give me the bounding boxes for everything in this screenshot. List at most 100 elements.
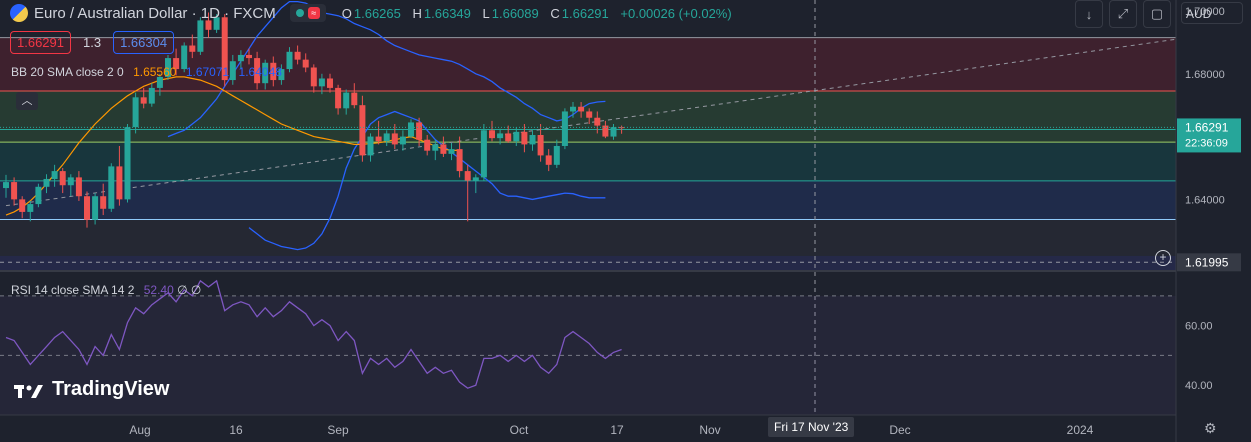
time-tick-label: 17 — [610, 423, 624, 437]
candle-body — [3, 182, 9, 189]
candle-body — [278, 69, 285, 81]
chart-header: Euro / Australian Dollar · 1D · FXCM ≈ O… — [10, 2, 740, 24]
candle-body — [391, 133, 398, 145]
gear-icon[interactable]: ⚙ — [1204, 420, 1217, 436]
time-tick-label: Nov — [699, 423, 720, 437]
candle-body — [383, 133, 390, 142]
candle-body — [399, 136, 406, 145]
current-price-label: 1.66291 — [1185, 120, 1229, 134]
candle-body — [416, 122, 423, 140]
candle-body — [440, 144, 447, 154]
candle-body — [570, 106, 576, 112]
trendline — [5, 38, 1177, 207]
candle-body — [529, 135, 536, 145]
candle-body — [262, 62, 269, 84]
candle-body — [505, 133, 512, 142]
screenshot-icon[interactable]: ▢ — [1143, 0, 1171, 28]
candle-body — [197, 20, 204, 52]
bb-lower-value: 1.64048 — [238, 65, 282, 79]
rsi-value: 52.40 — [143, 283, 174, 297]
rsi-tick-label: 40.00 — [1185, 380, 1213, 392]
candle-body — [594, 117, 601, 126]
candle-body — [561, 111, 568, 146]
candle-body — [408, 122, 414, 137]
bb-upper-value: 1.67071 — [185, 65, 230, 79]
candle-body — [294, 51, 301, 60]
main-pane — [0, 0, 1176, 415]
market-status-pill[interactable]: ≈ — [289, 4, 326, 22]
top-toolbar: ↓ ⤢ ▢ — [1075, 0, 1171, 28]
candle-body — [602, 125, 609, 137]
candle-body — [367, 136, 374, 156]
candle-body — [351, 92, 358, 106]
plus-circle-icon[interactable]: + — [1155, 250, 1171, 266]
candle-body — [189, 45, 196, 52]
tradingview-logo-icon — [14, 382, 46, 398]
candle-body — [124, 127, 131, 200]
currency-selector[interactable]: AUD — [1181, 2, 1243, 24]
candle-body — [537, 135, 544, 156]
bb-lower-line — [248, 110, 606, 251]
candle-body — [148, 87, 155, 104]
price-tick-label: 1.68000 — [1185, 69, 1225, 81]
ohlc-values: O 1.66265 H 1.66349 L 1.66089 C 1.66291 +0.0… — [341, 5, 732, 21]
sell-button[interactable]: 1.66291 — [10, 31, 71, 54]
candle-body — [205, 20, 212, 30]
candle-body — [610, 127, 617, 137]
rsi-line — [5, 279, 622, 389]
level-zone — [0, 219, 1176, 256]
candle-body — [67, 177, 74, 186]
bottom-band — [0, 255, 1176, 270]
candle-body — [173, 58, 180, 70]
candle-body — [448, 149, 455, 154]
rsi-label: RSI 14 close SMA 14 2 — [11, 283, 135, 297]
candle-body — [108, 166, 115, 209]
crosshair-date-label: Fri 17 Nov '23 — [768, 417, 855, 437]
symbol-title[interactable]: Euro / Australian Dollar · 1D · FXCM — [34, 4, 276, 22]
candle-body — [327, 78, 333, 88]
candle-body — [302, 59, 309, 68]
fullscreen-icon[interactable]: ⤢ — [1109, 0, 1137, 28]
time-tick-label: Dec — [889, 423, 910, 437]
candle-body — [35, 186, 42, 205]
spread-value: 1.3 — [83, 35, 102, 50]
arrow-down-icon[interactable]: ↓ — [1075, 0, 1103, 28]
market-open-dot-icon — [295, 9, 304, 17]
candle-body — [221, 17, 228, 81]
candle-body — [553, 145, 560, 165]
bb-basis-line — [5, 76, 460, 216]
time-tick-label: Aug — [129, 423, 150, 437]
time-tick-label: Sep — [327, 423, 349, 437]
candle-body — [92, 196, 99, 220]
candle-body — [11, 182, 18, 200]
candle-body — [513, 131, 520, 142]
candle-body — [335, 87, 342, 109]
candle-body — [27, 204, 34, 212]
level-zone — [0, 37, 1176, 92]
bb-legend[interactable]: BB 20 SMA close 2 0 1.65560 1.67071 1.64… — [11, 65, 282, 79]
candle-body — [318, 78, 325, 87]
candle-body — [424, 139, 431, 151]
tradingview-logo[interactable]: TradingView — [14, 378, 169, 401]
symbol-logo-icon[interactable] — [10, 4, 28, 22]
price-tick-label: 1.64000 — [1185, 194, 1225, 206]
candle-body — [578, 106, 585, 112]
candle-body — [229, 61, 236, 81]
time-tick-label: Oct — [510, 423, 529, 437]
chevron-up-icon[interactable]: ︿ — [16, 92, 38, 110]
candle-body — [181, 45, 188, 70]
close-value: 1.66291 — [561, 5, 609, 21]
level-zone — [0, 91, 1176, 130]
candle-body — [84, 196, 90, 220]
candle-body — [359, 105, 366, 156]
wave-icon: ≈ — [307, 7, 320, 19]
candle-body — [586, 111, 593, 118]
rsi-ma1: ∅ — [177, 283, 188, 297]
bb-basis-value: 1.65560 — [133, 65, 177, 79]
candle-body — [116, 166, 123, 200]
buy-button[interactable]: 1.66304 — [113, 31, 175, 54]
countdown-label: 22:36:09 — [1185, 137, 1228, 149]
candle-body — [521, 131, 528, 145]
rsi-legend[interactable]: RSI 14 close SMA 14 2 52.40 ∅ ∅ — [11, 283, 201, 297]
